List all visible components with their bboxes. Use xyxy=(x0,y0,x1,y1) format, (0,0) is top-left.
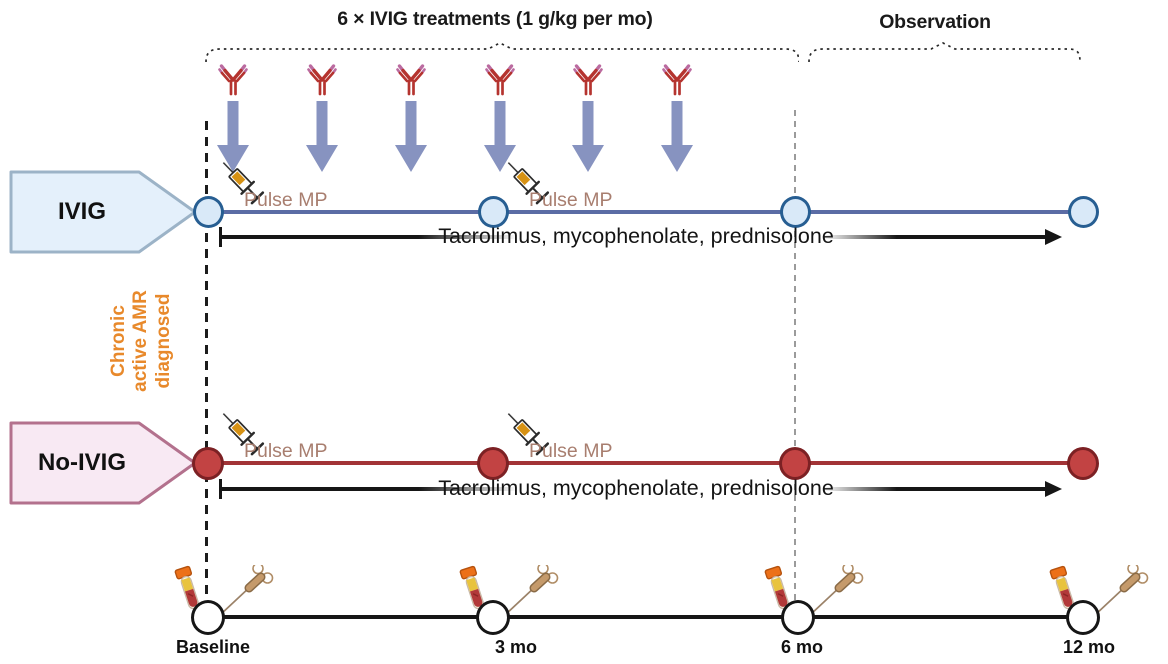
ivig-dose-marker xyxy=(298,61,346,173)
biopsy-needle-icon xyxy=(503,562,559,622)
no-ivig-node-12mo xyxy=(1067,446,1099,480)
no-ivig-node-baseline xyxy=(192,446,224,480)
ivig-arm-flag xyxy=(9,170,197,254)
no-ivig-pulse-mp-label-2: Pulse MP xyxy=(529,440,613,462)
observation-phase-brace xyxy=(808,42,1081,63)
diagnosis-reference-line xyxy=(205,121,209,603)
ivig-dose-marker xyxy=(209,61,257,173)
no-ivig-node-3mo xyxy=(477,446,509,480)
assessment-timeline xyxy=(208,615,1085,619)
ivig-node-6mo xyxy=(779,196,811,228)
assessment-node-6mo xyxy=(781,599,815,635)
no-ivig-pulse-mp-label-1: Pulse MP xyxy=(244,440,328,462)
assessment-node-3mo xyxy=(476,599,510,635)
diagnosis-line-3: diagnosed xyxy=(152,293,174,389)
no-ivig-maintenance-start-tick xyxy=(219,479,223,499)
blood-tube-icon xyxy=(1045,563,1085,620)
no-ivig-maintenance-arrowhead xyxy=(1045,480,1062,497)
blood-tube-icon xyxy=(455,563,495,620)
ivig-timeline xyxy=(207,210,1083,215)
timeline-label-3mo: 3 mo xyxy=(494,637,537,657)
six-month-reference-line xyxy=(794,110,796,602)
ivig-dose-marker xyxy=(653,61,701,173)
ivig-treatments-phase-title: 6 × IVIG treatments (1 g/kg per mo) xyxy=(337,8,653,30)
diagnosis-annotation: Chronic active AMR diagnosed xyxy=(108,278,196,404)
treatment-phase-brace xyxy=(205,42,799,63)
ivig-node-baseline xyxy=(192,196,224,228)
antibody-icon xyxy=(396,64,426,96)
ivig-dose-marker xyxy=(387,61,435,173)
assessment-node-baseline xyxy=(191,599,225,635)
observation-phase-title: Observation xyxy=(879,11,991,33)
syringe-icon xyxy=(211,405,271,465)
dose-arrow-icon xyxy=(306,101,338,172)
dose-arrow-icon xyxy=(572,101,604,172)
syringe-icon xyxy=(496,405,556,465)
diagnosis-line-1: Chronic xyxy=(108,305,129,377)
ivig-maintenance-arrow xyxy=(221,235,1045,239)
ivig-dose-marker xyxy=(564,61,612,173)
no-ivig-maintenance-label: Tacrolimus, mycophenolate, prednisolone xyxy=(438,476,834,500)
biopsy-needle-icon xyxy=(1093,562,1149,622)
biopsy-needle-icon xyxy=(808,562,864,622)
antibody-icon xyxy=(573,64,603,96)
ivig-node-12mo xyxy=(1067,196,1099,228)
dose-arrow-icon xyxy=(484,101,516,172)
no-ivig-timeline xyxy=(207,460,1083,466)
ivig-maintenance-arrowhead xyxy=(1045,228,1062,245)
ivig-arm-label: IVIG xyxy=(57,198,106,225)
no-ivig-node-6mo xyxy=(779,446,811,480)
ivig-maintenance-label: Tacrolimus, mycophenolate, prednisolone xyxy=(438,224,834,248)
antibody-icon xyxy=(307,64,337,96)
no-ivig-maintenance-arrow xyxy=(221,487,1045,491)
diagnosis-line-2: active AMR xyxy=(130,290,152,392)
ivig-pulse-mp-label-2: Pulse MP xyxy=(529,189,613,211)
timeline-label-baseline: Baseline xyxy=(175,637,251,657)
dose-arrow-icon xyxy=(217,101,249,172)
syringe-icon xyxy=(211,154,271,214)
antibody-icon xyxy=(485,64,515,96)
ivig-maintenance-start-tick xyxy=(219,227,223,247)
no-ivig-arm-flag xyxy=(9,421,197,505)
syringe-icon xyxy=(496,154,556,214)
blood-tube-icon xyxy=(170,563,210,620)
timeline-label-12mo: 12 mo xyxy=(1062,637,1116,657)
assessment-node-12mo xyxy=(1066,599,1100,635)
biopsy-needle-icon xyxy=(218,562,274,622)
ivig-dose-marker xyxy=(476,61,524,173)
ivig-pulse-mp-label-1: Pulse MP xyxy=(244,189,328,211)
timeline-label-6mo: 6 mo xyxy=(780,637,823,657)
blood-tube-icon xyxy=(760,563,800,620)
dose-arrow-icon xyxy=(661,101,693,172)
antibody-icon xyxy=(218,64,248,96)
dose-arrow-icon xyxy=(395,101,427,172)
antibody-icon xyxy=(662,64,692,96)
no-ivig-arm-label: No-IVIG xyxy=(38,449,126,476)
ivig-node-3mo xyxy=(477,196,509,228)
